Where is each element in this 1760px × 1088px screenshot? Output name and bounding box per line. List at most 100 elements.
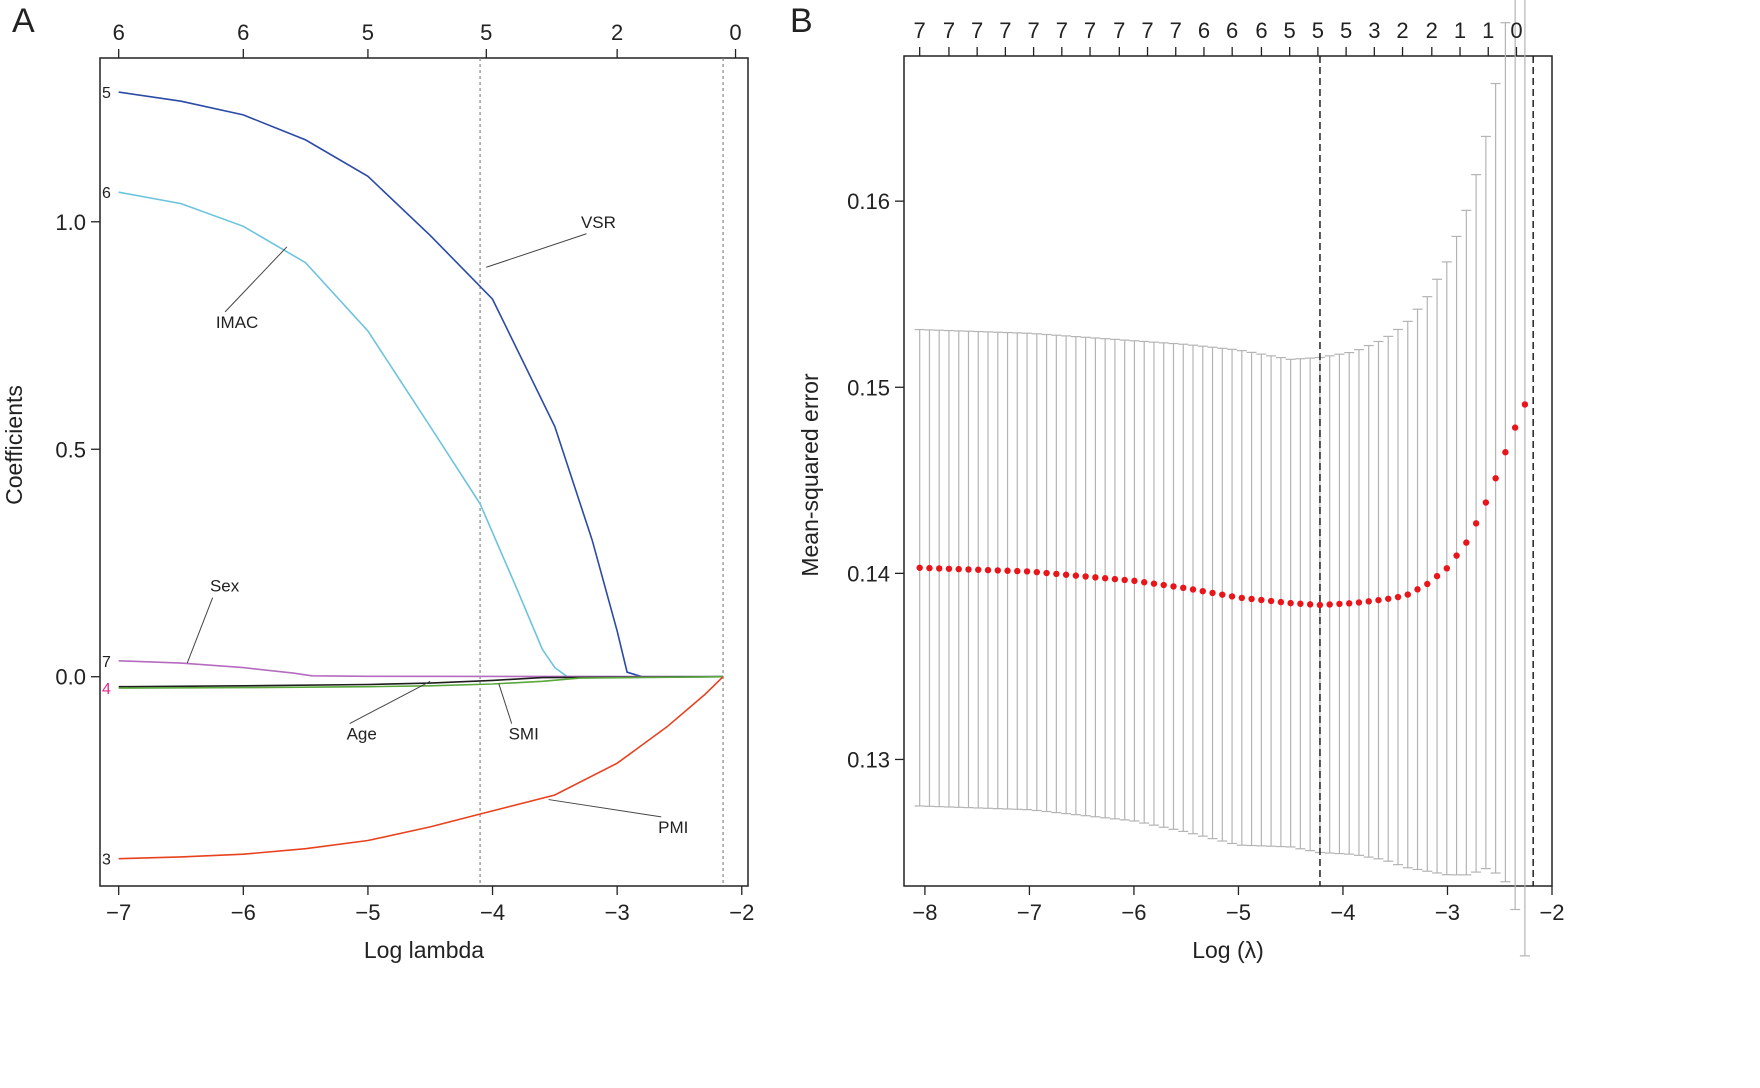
panel-a-y-label: Coefficients bbox=[1, 385, 27, 505]
b-point-20 bbox=[1111, 575, 1119, 583]
b-point-49 bbox=[1394, 593, 1402, 601]
b-point-10 bbox=[1014, 567, 1021, 575]
b-point-37 bbox=[1277, 598, 1285, 606]
a-leader-age bbox=[349, 680, 431, 725]
b-x-tick-label-3: −5 bbox=[1226, 900, 1251, 925]
a-leader-vsr bbox=[486, 233, 587, 268]
a-x-tick-label-5: −2 bbox=[729, 900, 754, 925]
a-series-line-sex bbox=[118, 660, 724, 678]
b-point-11 bbox=[1023, 568, 1031, 575]
b-point-32 bbox=[1228, 593, 1236, 600]
b-point-9 bbox=[1004, 567, 1011, 574]
b-point-26 bbox=[1170, 583, 1177, 590]
b-point-22 bbox=[1131, 577, 1138, 585]
b-top-tick-label-11: 6 bbox=[1226, 18, 1238, 43]
panel-b-y-axis: 0.13 0.14 0.15 0.16 bbox=[847, 189, 904, 772]
panel-a: A VSR IMAC Sex Age SMI PMI 5 6 7 4 3 −7 −6 −5 −4 −3 −2… bbox=[1, 2, 754, 963]
b-x-tick-label-4: −4 bbox=[1330, 900, 1355, 925]
a-series-line-imac bbox=[118, 191, 724, 678]
b-point-0 bbox=[916, 564, 923, 571]
panel-b-x-label: Log (λ) bbox=[1192, 937, 1264, 963]
b-point-45 bbox=[1355, 599, 1363, 606]
a-x-tick-label-4: −3 bbox=[605, 900, 630, 925]
b-point-21 bbox=[1121, 576, 1128, 584]
b-top-tick-label-6: 7 bbox=[1084, 18, 1096, 43]
panel-a-frame bbox=[99, 57, 749, 887]
a-x-tick-label-2: −5 bbox=[355, 900, 380, 925]
b-x-tick-label-5: −3 bbox=[1435, 900, 1460, 925]
b-point-55 bbox=[1453, 552, 1460, 559]
b-point-56 bbox=[1463, 539, 1470, 546]
b-point-7 bbox=[984, 566, 992, 574]
a-x-tick-label-3: −4 bbox=[480, 900, 505, 925]
a-x-tick-label-0: −7 bbox=[106, 900, 131, 925]
a-top-tick-label-0: 6 bbox=[113, 20, 125, 45]
a-leader-pmi bbox=[548, 799, 662, 818]
a-top-tick-label-2: 5 bbox=[362, 20, 374, 45]
a-annotation-vsr: VSR bbox=[581, 213, 616, 232]
b-point-52 bbox=[1424, 580, 1431, 588]
a-y-tick-label-2: 1.0 bbox=[55, 210, 86, 235]
a-annotation-imac: IMAC bbox=[216, 313, 259, 332]
a-leader-smi bbox=[498, 683, 513, 724]
b-point-61 bbox=[1511, 424, 1519, 431]
b-top-tick-label-13: 5 bbox=[1284, 18, 1296, 43]
b-x-tick-label-6: −2 bbox=[1539, 900, 1564, 925]
panel-a-end-labels: 5 6 7 4 3 bbox=[102, 85, 111, 869]
b-point-59 bbox=[1492, 475, 1499, 482]
b-point-13 bbox=[1043, 569, 1050, 577]
b-point-18 bbox=[1092, 574, 1099, 581]
panel-a-annotations: VSR IMAC Sex Age SMI PMI bbox=[186, 213, 688, 837]
panel-a-vlines bbox=[479, 58, 724, 886]
b-point-16 bbox=[1072, 572, 1080, 579]
a-end-label-sex: 7 bbox=[102, 654, 111, 671]
b-point-28 bbox=[1189, 586, 1197, 593]
b-point-31 bbox=[1219, 591, 1226, 598]
b-point-47 bbox=[1375, 596, 1382, 604]
panel-b-points bbox=[916, 401, 1529, 609]
panel-b-label: B bbox=[790, 2, 813, 40]
panel-b-frame bbox=[903, 55, 1553, 887]
a-series-line-pmi bbox=[118, 676, 724, 860]
b-point-29 bbox=[1199, 587, 1206, 595]
b-point-12 bbox=[1033, 568, 1041, 576]
b-y-tick-label-1: 0.14 bbox=[847, 561, 890, 586]
panel-b-errorbars bbox=[914, 0, 1530, 957]
b-point-19 bbox=[1101, 575, 1109, 582]
b-top-tick-label-5: 7 bbox=[1056, 18, 1068, 43]
b-y-tick-label-2: 0.15 bbox=[847, 375, 890, 400]
a-leader-imac bbox=[224, 246, 288, 313]
panel-a-top-axis: 6 6 5 5 2 0 bbox=[113, 20, 742, 58]
b-point-27 bbox=[1180, 584, 1187, 592]
b-point-8 bbox=[994, 567, 1001, 574]
b-top-tick-label-19: 1 bbox=[1454, 18, 1466, 43]
b-top-tick-label-10: 6 bbox=[1198, 18, 1210, 43]
a-annotation-smi: SMI bbox=[509, 725, 539, 744]
b-point-38 bbox=[1287, 599, 1294, 607]
panel-a-x-axis: −7 −6 −5 −4 −3 −2 bbox=[106, 886, 754, 925]
b-point-44 bbox=[1345, 600, 1353, 607]
b-point-39 bbox=[1297, 600, 1304, 607]
b-x-tick-label-0: −8 bbox=[912, 900, 937, 925]
b-top-tick-label-20: 1 bbox=[1482, 18, 1494, 43]
panel-a-x-label: Log lambda bbox=[364, 937, 484, 963]
b-top-tick-label-3: 7 bbox=[999, 18, 1011, 43]
b-top-tick-label-9: 7 bbox=[1170, 18, 1182, 43]
b-point-2 bbox=[936, 565, 943, 572]
b-point-54 bbox=[1443, 565, 1451, 572]
b-point-3 bbox=[945, 565, 953, 572]
a-end-label-vsr: 5 bbox=[102, 85, 111, 102]
a-leader-sex bbox=[186, 597, 214, 664]
b-top-tick-label-12: 6 bbox=[1255, 18, 1267, 43]
b-point-41 bbox=[1316, 601, 1324, 609]
b-point-35 bbox=[1258, 596, 1265, 604]
a-series-line-age bbox=[118, 675, 724, 688]
panel-b-vlines bbox=[1319, 56, 1534, 886]
b-point-24 bbox=[1150, 580, 1158, 587]
a-annotation-pmi: PMI bbox=[658, 818, 688, 837]
b-top-tick-label-21: 0 bbox=[1510, 18, 1522, 43]
b-point-4 bbox=[955, 565, 962, 573]
